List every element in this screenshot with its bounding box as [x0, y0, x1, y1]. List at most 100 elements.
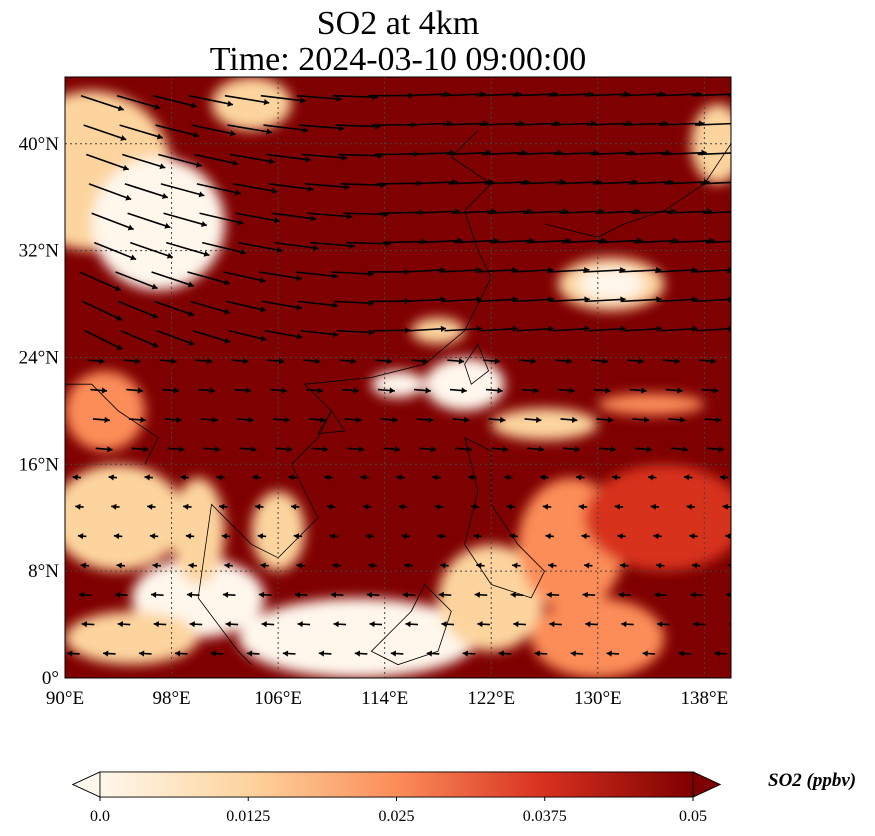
wind-vector	[84, 330, 123, 350]
so2-low-region	[691, 103, 731, 184]
wind-vector	[434, 503, 444, 510]
so2-low-region	[65, 370, 145, 451]
wind-vector	[390, 650, 404, 657]
so2-low-region	[491, 408, 598, 441]
wind-vector	[557, 387, 575, 394]
so2-field	[65, 77, 781, 678]
wind-vector	[199, 212, 244, 226]
wind-vector	[236, 416, 254, 423]
wind-vector	[324, 474, 333, 481]
wind-vector	[372, 327, 411, 334]
so2-low-region	[65, 464, 185, 571]
wind-vector	[188, 562, 197, 569]
wind-vector	[298, 300, 339, 309]
wind-vector	[268, 183, 314, 192]
wind-vector	[527, 446, 545, 453]
so2-low-region	[577, 268, 645, 300]
wind-vector	[726, 592, 731, 598]
wind-vector	[689, 533, 698, 540]
wind-vector	[444, 325, 483, 332]
wind-vector	[306, 387, 323, 394]
wind-vector	[266, 153, 311, 163]
x-tick-label: 90°E	[46, 688, 84, 709]
wind-vector	[78, 591, 92, 598]
wind-vector	[302, 153, 348, 161]
wind-vector	[725, 533, 731, 540]
wind-vector	[111, 503, 120, 510]
wind-vector	[310, 241, 355, 249]
wind-vector	[228, 329, 267, 342]
wind-vector	[698, 358, 716, 365]
wind-vector	[130, 241, 174, 259]
wind-vector	[117, 621, 131, 628]
wind-vector	[473, 533, 482, 540]
wind-vector	[668, 416, 686, 423]
wind-vector	[722, 503, 731, 510]
wind-vector	[714, 650, 728, 657]
wind-vector	[92, 416, 110, 423]
wind-vector	[122, 153, 166, 170]
x-tick-label: 106°E	[254, 688, 302, 709]
wind-vector	[87, 358, 105, 365]
wind-vector	[692, 93, 731, 97]
wind-vector	[521, 387, 539, 394]
y-tick-label: 0°	[42, 668, 59, 689]
wind-vector	[700, 181, 731, 185]
wind-vector	[504, 474, 513, 481]
wind-vector	[86, 153, 129, 171]
wind-vector	[120, 330, 159, 348]
wind-vector	[728, 94, 731, 97]
wind-vector	[257, 533, 267, 540]
wind-vector	[702, 211, 731, 215]
wind-vector	[153, 621, 167, 628]
wind-vector	[470, 503, 480, 510]
wind-vector	[332, 562, 341, 569]
wind-vector	[546, 591, 560, 598]
wind-vector	[194, 153, 239, 166]
so2-low-region	[371, 370, 425, 398]
wind-vector	[736, 179, 781, 185]
wind-vector	[683, 474, 693, 481]
wind-vector	[198, 387, 216, 394]
wind-vector	[474, 591, 488, 598]
wind-vector	[260, 94, 306, 104]
wind-vector	[216, 474, 225, 481]
wind-vector	[426, 650, 440, 657]
colorbar-tick-label: 0.05	[679, 808, 707, 825]
wind-vector	[180, 474, 189, 481]
wind-vector	[330, 591, 344, 598]
wind-vector	[151, 271, 195, 288]
wind-vector	[506, 503, 516, 510]
wind-vector	[116, 562, 126, 569]
wind-vector	[262, 300, 303, 311]
wind-vector	[491, 446, 509, 453]
wind-vector	[419, 446, 437, 453]
wind-vector	[726, 270, 731, 273]
wind-vector	[654, 591, 668, 598]
wind-vector	[545, 533, 554, 540]
wind-vector	[411, 358, 429, 365]
wind-vector	[164, 416, 182, 423]
wind-vector	[701, 387, 719, 394]
wind-vector	[441, 296, 482, 303]
wind-vector	[632, 416, 650, 423]
wind-vector	[686, 503, 696, 510]
wind-vector	[606, 650, 620, 657]
wind-vector	[274, 241, 319, 251]
so2-low-region	[211, 77, 292, 131]
wind-vector	[203, 446, 221, 453]
wind-vector	[476, 562, 485, 569]
wind-vector	[560, 416, 578, 423]
wind-vector	[270, 387, 287, 394]
wind-vector	[131, 446, 149, 453]
wind-vector	[119, 124, 163, 140]
coastline	[304, 130, 492, 385]
wind-vector	[611, 474, 621, 481]
wind-vector	[704, 416, 722, 423]
wind-vector	[224, 94, 270, 106]
wind-vector	[150, 591, 164, 598]
wind-vector	[396, 474, 405, 481]
y-tick-label: 8°N	[28, 561, 59, 582]
wind-vector	[635, 446, 652, 453]
wind-vector	[191, 124, 236, 137]
